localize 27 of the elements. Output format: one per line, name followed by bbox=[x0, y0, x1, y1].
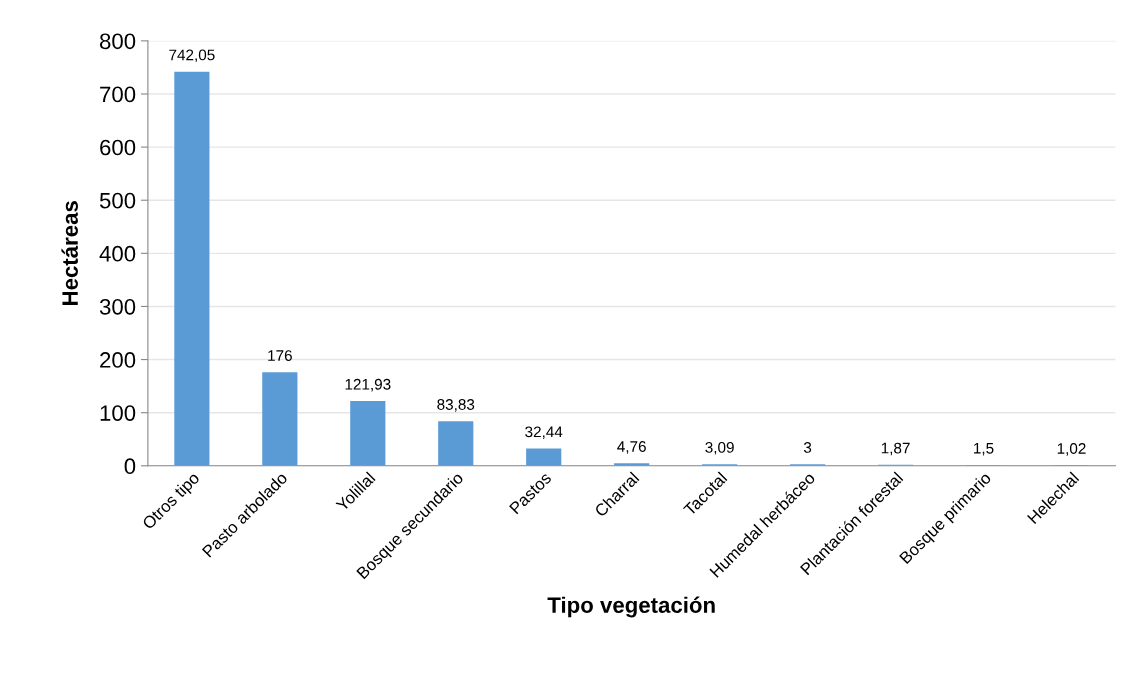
y-tick-label: 300 bbox=[99, 298, 136, 315]
y-axis-title: Hectáreas bbox=[61, 201, 78, 305]
y-tick-label: 600 bbox=[100, 139, 136, 156]
bar bbox=[526, 448, 562, 466]
bar bbox=[174, 71, 210, 466]
data-label: 3 bbox=[803, 442, 812, 453]
data-label: 1,02 bbox=[1057, 443, 1086, 456]
x-axis-title: Tipo vegetación bbox=[547, 596, 715, 618]
data-label: 121,93 bbox=[345, 378, 391, 392]
y-tick-label: 500 bbox=[99, 192, 136, 209]
bar bbox=[350, 401, 386, 466]
data-label: 3,09 bbox=[705, 441, 734, 455]
data-label: 742,05 bbox=[169, 49, 215, 63]
data-label: 176 bbox=[268, 350, 292, 361]
y-tick-label: 200 bbox=[100, 352, 136, 368]
data-label: 83,83 bbox=[437, 399, 475, 412]
y-tick-label: 100 bbox=[100, 405, 136, 421]
data-label: 1,5 bbox=[974, 442, 994, 456]
bar bbox=[438, 421, 474, 466]
data-label: 1,87 bbox=[881, 442, 910, 456]
y-tick-label: 0 bbox=[124, 458, 136, 475]
data-label: 32,44 bbox=[525, 426, 563, 440]
y-tick-label: 700 bbox=[100, 86, 136, 103]
y-tick-label: 800 bbox=[99, 33, 136, 50]
data-label: 4,76 bbox=[617, 441, 646, 454]
y-tick-label: 400 bbox=[99, 245, 136, 262]
bar bbox=[262, 372, 298, 466]
